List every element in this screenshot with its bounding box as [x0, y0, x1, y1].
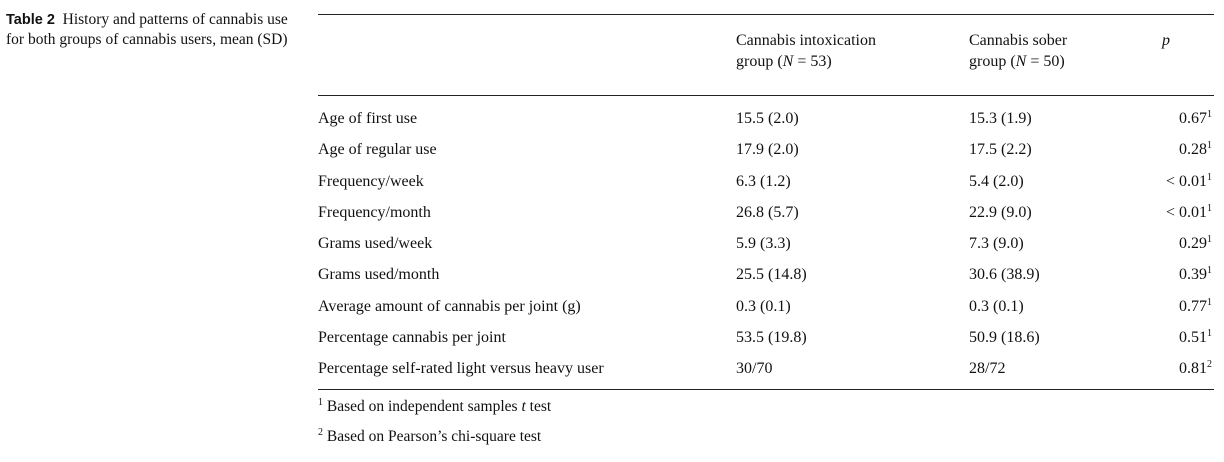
- row-label: Percentage self-rated light versus heavy…: [318, 360, 604, 378]
- intoxication-value: 26.8 (5.7): [736, 203, 799, 221]
- row-label: Frequency/month: [318, 203, 431, 221]
- table-bottom-rule: [318, 388, 1214, 390]
- intoxication-value: 17.9 (2.0): [736, 141, 799, 159]
- intoxication-value: 15.5 (2.0): [736, 110, 799, 127]
- p-value: 0.812: [1179, 359, 1212, 378]
- footnote: 2 Based on Pearson’s chi-square test: [318, 427, 542, 446]
- sober-value: 50.9 (18.6): [969, 329, 1040, 347]
- table-row: Grams used/week 5.9 (3.3) 7.3 (9.0) 0.29…: [318, 228, 1214, 259]
- intoxication-value: 30/70: [736, 360, 773, 378]
- row-label: Frequency/week: [318, 172, 424, 190]
- row-label: Grams used/month: [318, 266, 440, 284]
- table-row: Percentage cannabis per joint 53.5 (19.8…: [318, 322, 1214, 353]
- row-label: Average amount of cannabis per joint (g): [318, 297, 581, 315]
- table-body: Age of first use 15.5 (2.0) 15.3 (1.9) 0…: [318, 96, 1214, 385]
- table-row: Average amount of cannabis per joint (g)…: [318, 291, 1214, 322]
- sober-value: 30.6 (38.9): [969, 266, 1040, 284]
- intoxication-value: 25.5 (14.8): [736, 266, 807, 284]
- intoxication-value: 0.3 (0.1): [736, 297, 791, 315]
- p-value: 0.671: [1179, 109, 1212, 128]
- p-value: 0.771: [1179, 296, 1212, 315]
- header-p-value: p: [1162, 32, 1170, 49]
- intoxication-value: 5.9 (3.3): [736, 235, 791, 253]
- p-value: 0.511: [1179, 328, 1212, 347]
- table-caption: Table 2 History and patterns of cannabis…: [6, 10, 296, 49]
- sober-value: 7.3 (9.0): [969, 235, 1024, 253]
- intoxication-value: 6.3 (1.2): [736, 172, 791, 190]
- header-intoxication-group: Cannabis intoxication group (N = 53): [736, 32, 876, 70]
- p-value: 0.391: [1179, 265, 1212, 284]
- header-sober-group: Cannabis sober group (N = 50): [969, 32, 1068, 70]
- table-row: Frequency/week 6.3 (1.2) 5.4 (2.0) < 0.0…: [318, 166, 1214, 197]
- sober-value: 17.5 (2.2): [969, 141, 1032, 159]
- row-label: Age of first use: [318, 110, 418, 127]
- table-row: Percentage self-rated light versus heavy…: [318, 353, 1214, 384]
- row-label: Age of regular use: [318, 141, 437, 159]
- caption-text: History and patterns of cannabis use for…: [6, 11, 288, 48]
- table-top-rule: [318, 14, 1214, 15]
- table-row: Grams used/month 25.5 (14.8) 30.6 (38.9)…: [318, 259, 1214, 290]
- data-table: Cannabis intoxication group (N = 53) Can…: [318, 14, 1214, 390]
- p-value: < 0.011: [1165, 202, 1212, 221]
- sober-value: 15.3 (1.9): [969, 110, 1032, 127]
- sober-value: 22.9 (9.0): [969, 203, 1032, 221]
- p-value: 0.281: [1179, 140, 1212, 159]
- intoxication-value: 53.5 (19.8): [736, 329, 807, 347]
- table-row: Age of regular use 17.9 (2.0) 17.5 (2.2)…: [318, 134, 1214, 165]
- table-footnotes: 1 Based on independent samples t test 2 …: [318, 398, 551, 458]
- sober-value: 0.3 (0.1): [969, 297, 1024, 315]
- table-row: Age of first use 15.5 (2.0) 15.3 (1.9) 0…: [318, 103, 1214, 134]
- row-label: Percentage cannabis per joint: [318, 329, 506, 347]
- table-label: Table 2: [6, 12, 55, 28]
- p-value: < 0.011: [1165, 171, 1212, 190]
- table-header: Cannabis intoxication group (N = 53) Can…: [318, 15, 1214, 89]
- sober-value: 5.4 (2.0): [969, 172, 1024, 190]
- p-value: 0.291: [1179, 234, 1212, 253]
- table-row: Frequency/month 26.8 (5.7) 22.9 (9.0) < …: [318, 197, 1214, 228]
- row-label: Grams used/week: [318, 235, 433, 253]
- sober-value: 28/72: [969, 360, 1006, 378]
- table-header-rule: [318, 95, 1214, 96]
- footnote: 1 Based on independent samples t test: [318, 397, 552, 416]
